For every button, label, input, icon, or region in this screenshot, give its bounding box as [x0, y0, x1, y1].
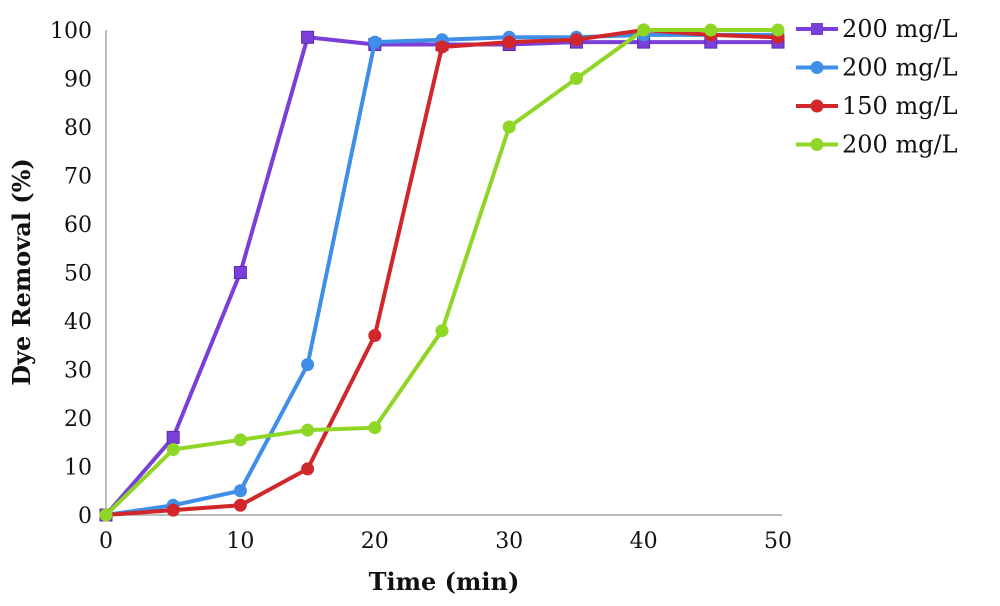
x-axis-ticks: 0 10 20 30 40 50 — [99, 529, 792, 554]
data-point — [301, 358, 315, 372]
legend-label: 200 mg/L — [842, 54, 958, 82]
data-point — [166, 430, 180, 444]
y-tick-label: 100 — [50, 19, 92, 44]
data-point — [166, 503, 180, 517]
legend-marker — [811, 23, 823, 35]
x-tick-label: 50 — [764, 529, 792, 554]
y-tick-label: 50 — [64, 262, 92, 287]
x-tick-label: 20 — [361, 529, 389, 554]
x-tick-label: 0 — [99, 529, 113, 554]
data-point — [368, 421, 382, 435]
series-line — [104, 28, 778, 517]
legend-marker — [810, 99, 824, 113]
legend-label: 200 mg/L — [842, 15, 958, 43]
legend-entry: 200 mg/L — [796, 54, 958, 82]
data-point — [569, 33, 583, 47]
series-1 — [99, 30, 785, 522]
x-tick-label: 40 — [630, 529, 658, 554]
series-line — [105, 28, 779, 517]
x-axis-title: Time (min) — [369, 567, 520, 596]
data-point — [301, 423, 315, 437]
legend-entry: 150 mg/L — [796, 92, 958, 120]
legend-marker — [810, 138, 824, 151]
y-tick-label: 40 — [64, 310, 92, 335]
data-point — [435, 324, 449, 338]
legend-entry: 200 mg/L — [796, 131, 958, 159]
legend-label: 150 mg/L — [842, 92, 958, 120]
y-axis-ticks: 0 10 20 30 40 50 60 70 80 90 100 — [50, 19, 92, 529]
data-point — [233, 433, 247, 447]
data-point — [435, 40, 449, 54]
y-tick-label: 70 — [64, 165, 92, 190]
legend-label: 200 mg/L — [842, 131, 958, 159]
y-tick-label: 30 — [64, 359, 92, 384]
y-tick-label: 80 — [64, 116, 92, 141]
data-point — [301, 30, 315, 44]
data-point — [502, 35, 516, 49]
legend-entry: 200 mg/L — [796, 15, 958, 43]
data-point — [771, 23, 785, 37]
x-tick-label: 30 — [495, 529, 523, 554]
y-tick-label: 90 — [64, 68, 92, 93]
data-point — [301, 462, 315, 476]
data-point — [233, 498, 247, 512]
y-axis-title: Dye Removal (%) — [7, 158, 36, 385]
legend-marker — [810, 61, 824, 74]
series-2 — [99, 28, 785, 522]
y-tick-label: 0 — [78, 504, 92, 529]
series-4 — [99, 23, 785, 522]
data-point — [502, 120, 516, 134]
data-point — [569, 72, 583, 85]
data-point — [233, 484, 247, 498]
data-point — [704, 23, 718, 37]
y-tick-label: 60 — [64, 213, 92, 238]
data-point — [99, 508, 113, 522]
x-tick-label: 10 — [226, 529, 254, 554]
data-point — [368, 329, 382, 343]
series-layer — [99, 23, 785, 522]
legend: 200 mg/L 200 mg/L 150 mg/L 200 mg/L — [796, 15, 958, 159]
data-point — [166, 443, 180, 457]
data-point — [637, 23, 651, 37]
data-point — [368, 35, 382, 49]
y-tick-label: 20 — [64, 407, 92, 432]
data-point — [233, 266, 247, 279]
y-tick-label: 10 — [64, 456, 92, 481]
